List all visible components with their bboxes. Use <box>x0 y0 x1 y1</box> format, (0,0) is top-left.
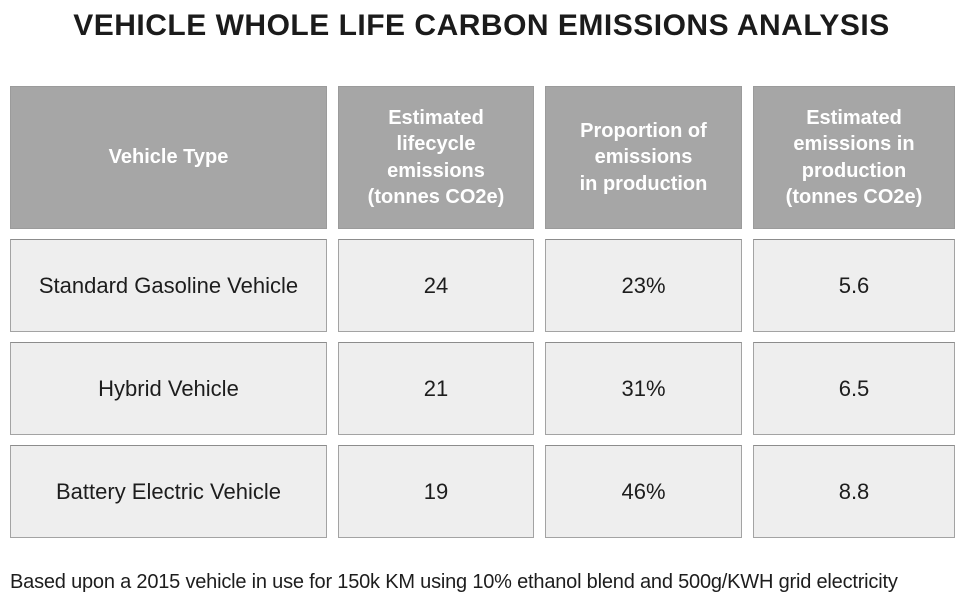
cell-hybrid-production-proportion: 31% <box>545 342 742 435</box>
cell-bev-production-emissions: 8.8 <box>753 445 955 538</box>
cell-gasoline-production-emissions: 5.6 <box>753 239 955 332</box>
footnote: Based upon a 2015 vehicle in use for 150… <box>10 571 898 593</box>
cell-gasoline-lifecycle-emissions: 24 <box>338 239 534 332</box>
column-header-production-emissions: Estimated emissions in production (tonne… <box>753 86 955 229</box>
row-label-standard-gasoline: Standard Gasoline Vehicle <box>10 239 327 332</box>
cell-bev-production-proportion: 46% <box>545 445 742 538</box>
column-header-lifecycle-emissions: Estimated lifecycle emissions (tonnes CO… <box>338 86 534 229</box>
page-title: VEHICLE WHOLE LIFE CARBON EMISSIONS ANAL… <box>73 9 890 42</box>
cell-gasoline-production-proportion: 23% <box>545 239 742 332</box>
column-header-proportion-production: Proportion of emissions in production <box>545 86 742 229</box>
row-label-battery-electric: Battery Electric Vehicle <box>10 445 327 538</box>
column-header-vehicle-type: Vehicle Type <box>10 86 327 229</box>
row-label-hybrid: Hybrid Vehicle <box>10 342 327 435</box>
cell-hybrid-lifecycle-emissions: 21 <box>338 342 534 435</box>
emissions-table: Vehicle Type Estimated lifecycle emissio… <box>10 86 955 538</box>
cell-hybrid-production-emissions: 6.5 <box>753 342 955 435</box>
cell-bev-lifecycle-emissions: 19 <box>338 445 534 538</box>
